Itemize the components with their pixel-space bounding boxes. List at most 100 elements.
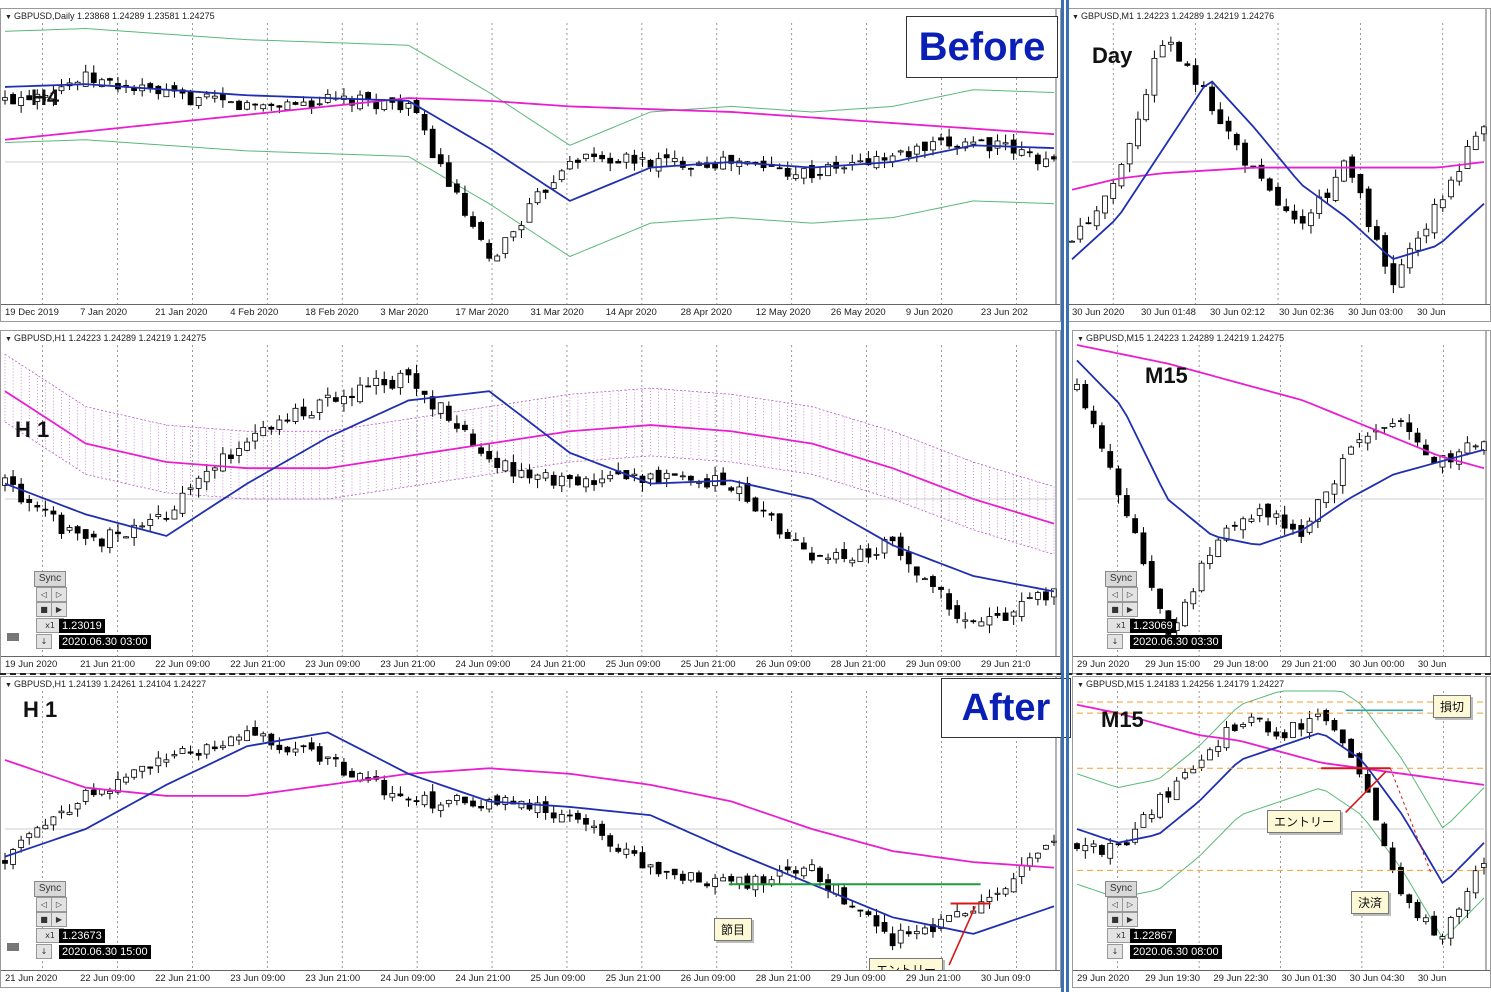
chart-panel-h1-after[interactable]: ▼ GBPUSD,H1 1.24139 1.24261 1.24104 1.242…: [0, 676, 1061, 988]
candle-body: [437, 154, 444, 165]
sync-down-button[interactable]: ↓: [36, 944, 52, 959]
candle-body: [211, 467, 218, 471]
candle-body: [478, 222, 484, 240]
candle-body: [445, 405, 452, 421]
sync-down-button[interactable]: ↓: [1107, 634, 1123, 649]
candle: [1256, 503, 1263, 523]
sync-widget[interactable]: Sync ◁ ▷ ■ ▶ x1 ↓ 1.23673 2020.06.30 15:…: [34, 881, 172, 965]
sync-play-button[interactable]: ▶: [51, 912, 67, 927]
sync-next-button[interactable]: ▷: [1122, 897, 1138, 912]
sync-zoom-button[interactable]: x1: [1107, 928, 1135, 943]
chart-panel-h1-before[interactable]: ▼ GBPUSD,H1 1.24223 1.24289 1.24219 1.242…: [0, 330, 1061, 674]
candle-body: [930, 141, 936, 151]
sync-stop-button[interactable]: ■: [36, 602, 52, 617]
candle: [1026, 147, 1033, 158]
candle: [1398, 862, 1404, 897]
candle-body: [82, 71, 89, 87]
sync-widget[interactable]: Sync ◁ ▷ ■ ▶ x1 ↓ 1.23019 2020.06.30 03:…: [34, 571, 172, 655]
sync-prev-button[interactable]: ◁: [1107, 587, 1123, 602]
candle-body: [421, 390, 428, 395]
chart-panel-m15-before[interactable]: ▼ GBPUSD,M15 1.24223 1.24289 1.24219 1.24…: [1072, 330, 1491, 674]
candle-body: [195, 752, 202, 756]
sync-next-button[interactable]: ▷: [1122, 587, 1138, 602]
sync-stop-button[interactable]: ■: [36, 912, 52, 927]
chart-panel-m15-after[interactable]: ▼ GBPUSD,M15 1.24183 1.24256 1.24179 1.24…: [1072, 676, 1491, 988]
candle: [583, 153, 589, 162]
sync-play-button[interactable]: ▶: [1122, 602, 1138, 617]
candle-body: [671, 473, 678, 476]
candle-body: [421, 114, 428, 131]
candle: [1132, 514, 1139, 535]
candle-body: [268, 103, 275, 107]
candle-body: [623, 848, 630, 855]
candle: [1414, 899, 1421, 921]
candle-body: [187, 751, 194, 754]
sync-stop-button[interactable]: ■: [1107, 602, 1123, 617]
sync-next-button[interactable]: ▷: [51, 587, 67, 602]
candle-body: [1414, 901, 1421, 919]
x-tick-label: 29 Jun 21:00: [905, 973, 961, 984]
candle: [494, 451, 501, 474]
sync-play-button[interactable]: ▶: [1122, 912, 1138, 927]
candle-body: [889, 536, 896, 542]
candle: [1242, 139, 1248, 173]
candle: [599, 470, 606, 488]
candle: [123, 773, 129, 785]
sync-prev-button[interactable]: ◁: [1107, 897, 1123, 912]
candle-body: [558, 170, 565, 181]
entry-arrow: [948, 905, 977, 966]
candle-body: [913, 566, 920, 576]
candle: [42, 500, 49, 517]
candle: [639, 473, 646, 492]
x-tick-label: 31 Mar 2020: [530, 307, 584, 318]
sync-stop-button[interactable]: ■: [1107, 912, 1123, 927]
candle: [1341, 159, 1347, 183]
candle: [679, 870, 686, 885]
sync-prev-button[interactable]: ◁: [36, 587, 52, 602]
timeframe-label: H 1: [15, 417, 50, 442]
plot-area-m15: [1074, 331, 1487, 657]
candle-body: [599, 823, 606, 836]
candle-body: [800, 168, 807, 179]
sync-widget[interactable]: Sync ◁ ▷ ■ ▶ x1 ↓ 1.22867 2020.06.30 08:…: [1105, 881, 1243, 965]
candle-body: [930, 576, 936, 588]
candle: [1018, 141, 1025, 157]
candle: [470, 797, 476, 808]
candle-body: [236, 100, 242, 110]
sync-play-button[interactable]: ▶: [51, 602, 67, 617]
candle: [470, 429, 476, 448]
sync-down-button[interactable]: ↓: [1107, 944, 1123, 959]
candle: [1266, 177, 1273, 192]
candle-body: [647, 864, 654, 868]
candle: [1215, 739, 1222, 758]
candle: [792, 532, 799, 542]
candle-body: [276, 419, 283, 430]
chart-panel-daily[interactable]: ▼ GBPUSD,Daily 1.23868 1.24289 1.23581 1.…: [0, 8, 1061, 322]
candle-body: [938, 586, 944, 590]
candle: [833, 155, 840, 174]
candle-body: [1456, 908, 1462, 917]
candle-body: [494, 255, 501, 262]
x-tick-label: 29 Jun 2020: [1077, 659, 1130, 670]
candle: [1182, 768, 1188, 781]
sync-prev-button[interactable]: ◁: [36, 897, 52, 912]
candle-body: [615, 847, 622, 852]
candle-body: [663, 154, 670, 159]
candle: [1283, 198, 1290, 213]
sync-down-button[interactable]: ↓: [36, 634, 52, 649]
candle: [211, 740, 218, 752]
sync-next-button[interactable]: ▷: [51, 897, 67, 912]
candle-body: [268, 733, 275, 746]
chart-panel-m1[interactable]: ▼ GBPUSD,M1 1.24223 1.24289 1.24219 1.242…: [1067, 8, 1491, 322]
candle-body: [583, 478, 589, 488]
candle-body: [195, 97, 202, 107]
sync-widget[interactable]: Sync ◁ ▷ ■ ▶ x1 ↓ 1.23069 2020.06.30 03:…: [1105, 571, 1243, 655]
candle-body: [607, 474, 614, 480]
x-tick-label: 30 Jun 04:30: [1349, 973, 1405, 984]
candle: [179, 87, 186, 100]
candle-body: [1423, 228, 1430, 237]
plot-area-m15-after: [1074, 677, 1487, 971]
candle: [373, 93, 380, 115]
x-tick-label: 30 Jun 02:12: [1210, 307, 1265, 318]
candle-body: [1306, 718, 1313, 734]
